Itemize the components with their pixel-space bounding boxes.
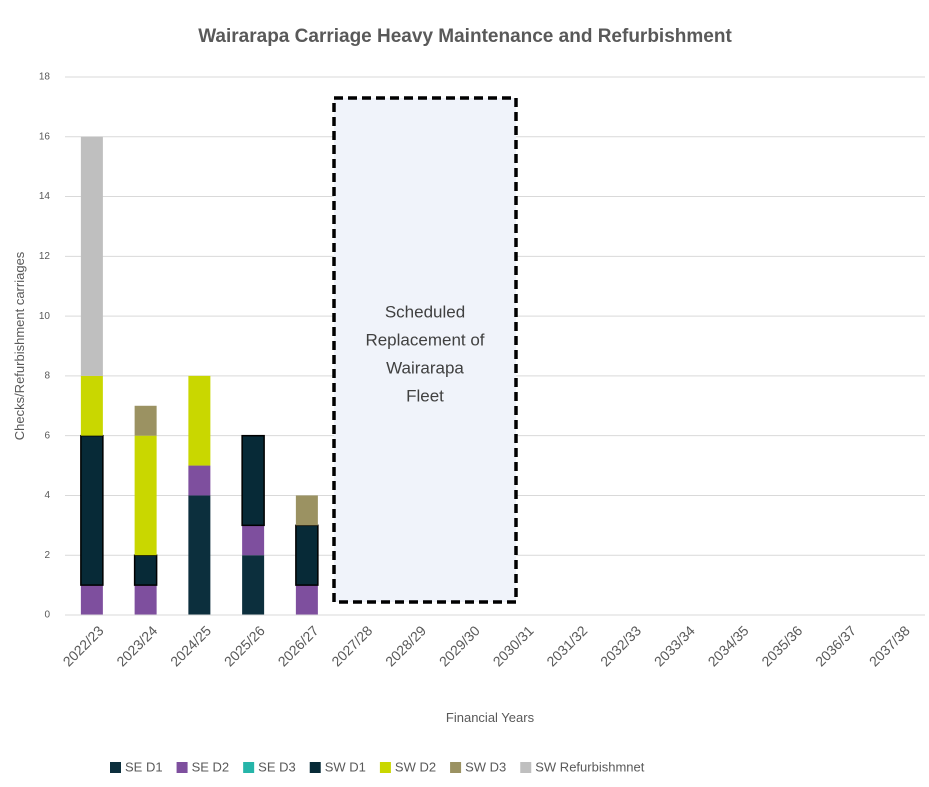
y-tick-label: 6 bbox=[44, 430, 50, 441]
x-tick-label: 2032/33 bbox=[597, 622, 644, 669]
y-tick-label: 16 bbox=[39, 131, 51, 142]
y-tick-label: 12 bbox=[39, 251, 51, 262]
y-tick-label: 4 bbox=[44, 490, 50, 501]
y-tick-label: 14 bbox=[39, 191, 51, 202]
x-tick-label: 2024/25 bbox=[167, 622, 214, 669]
annotation: Scheduled Replacement of Wairarapa Fleet bbox=[365, 302, 484, 405]
y-tick-label: 8 bbox=[44, 371, 50, 382]
x-tick-label: 2030/31 bbox=[490, 622, 537, 669]
legend-swatch bbox=[379, 762, 391, 773]
bar-segment bbox=[295, 585, 318, 615]
legend-label: SE D1 bbox=[125, 759, 163, 774]
x-tick-label: 2028/29 bbox=[382, 622, 429, 669]
legend-swatch bbox=[243, 762, 255, 773]
x-tick-label: 2027/28 bbox=[328, 622, 375, 669]
x-tick-label: 2035/36 bbox=[758, 622, 805, 669]
x-tick-label: 2029/30 bbox=[436, 622, 483, 669]
bar-segment bbox=[241, 434, 265, 527]
bar-segment bbox=[188, 375, 211, 466]
legend-swatch bbox=[110, 762, 121, 773]
bar-segment bbox=[133, 554, 158, 586]
bar-segment bbox=[80, 375, 103, 436]
bar-segment bbox=[134, 435, 157, 556]
bar-segment bbox=[188, 495, 211, 615]
x-tick-label: 2025/26 bbox=[221, 622, 268, 669]
annotation-line: Scheduled bbox=[385, 302, 465, 321]
x-tick-label: 2036/37 bbox=[812, 622, 859, 669]
bar-segment bbox=[242, 525, 265, 556]
legend-label: SE D3 bbox=[258, 759, 296, 774]
x-tick-label: 2033/34 bbox=[651, 622, 698, 669]
bar-segment bbox=[80, 136, 103, 376]
legend-swatch bbox=[176, 762, 188, 773]
x-axis-label: Financial Years bbox=[446, 710, 535, 725]
legend-label: SW D1 bbox=[325, 759, 366, 774]
legend-label: SW D3 bbox=[465, 759, 506, 774]
annotation-line: Fleet bbox=[406, 386, 444, 405]
x-tick-label: 2031/32 bbox=[543, 622, 590, 669]
annotation-line: Replacement of bbox=[365, 330, 484, 349]
legend-label: SW D2 bbox=[395, 759, 436, 774]
legend-swatch bbox=[520, 762, 532, 773]
y-tick-label: 18 bbox=[39, 72, 51, 83]
bar-segment bbox=[134, 405, 157, 436]
bar-segment bbox=[134, 585, 157, 615]
legend-swatch bbox=[309, 762, 321, 773]
annotation-line: Wairarapa bbox=[386, 358, 464, 377]
bar-segment bbox=[242, 555, 265, 615]
legend-swatch bbox=[450, 762, 462, 773]
x-tick-label: 2034/35 bbox=[705, 622, 752, 669]
chart-title: Wairarapa Carriage Heavy Maintenance and… bbox=[198, 26, 732, 47]
x-tick-label: 2022/23 bbox=[60, 622, 107, 669]
x-tick-label: 2026/27 bbox=[275, 622, 322, 669]
y-tick-label: 2 bbox=[44, 550, 50, 561]
bar-segment bbox=[80, 434, 104, 586]
legend-label: SE D2 bbox=[192, 759, 230, 774]
y-tick-label: 0 bbox=[44, 610, 50, 621]
y-axis-label: Checks/Refurbishment carriages bbox=[12, 251, 27, 440]
replacement-box bbox=[332, 96, 518, 604]
legend-label: SW Refurbishmnet bbox=[535, 759, 644, 774]
y-tick-label: 10 bbox=[39, 311, 51, 322]
x-tick-label: 2023/24 bbox=[113, 622, 160, 669]
x-tick-label: 2037/38 bbox=[866, 622, 913, 669]
bar-segment bbox=[188, 465, 211, 496]
bar-segment bbox=[295, 495, 318, 526]
bar-segment bbox=[295, 524, 319, 586]
bar-segment bbox=[80, 585, 103, 615]
